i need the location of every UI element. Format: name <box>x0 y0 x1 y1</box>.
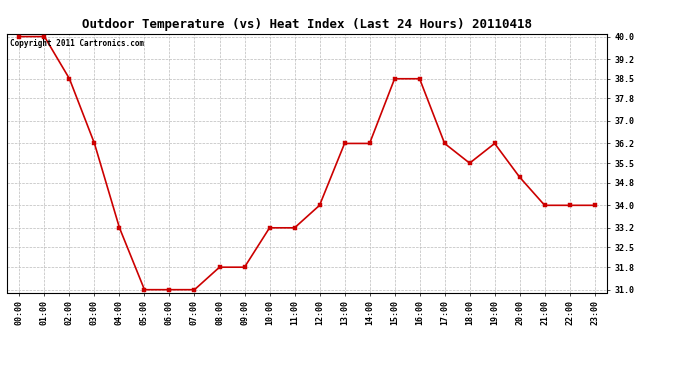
Title: Outdoor Temperature (vs) Heat Index (Last 24 Hours) 20110418: Outdoor Temperature (vs) Heat Index (Las… <box>82 18 532 31</box>
Text: Copyright 2011 Cartronics.com: Copyright 2011 Cartronics.com <box>10 39 144 48</box>
